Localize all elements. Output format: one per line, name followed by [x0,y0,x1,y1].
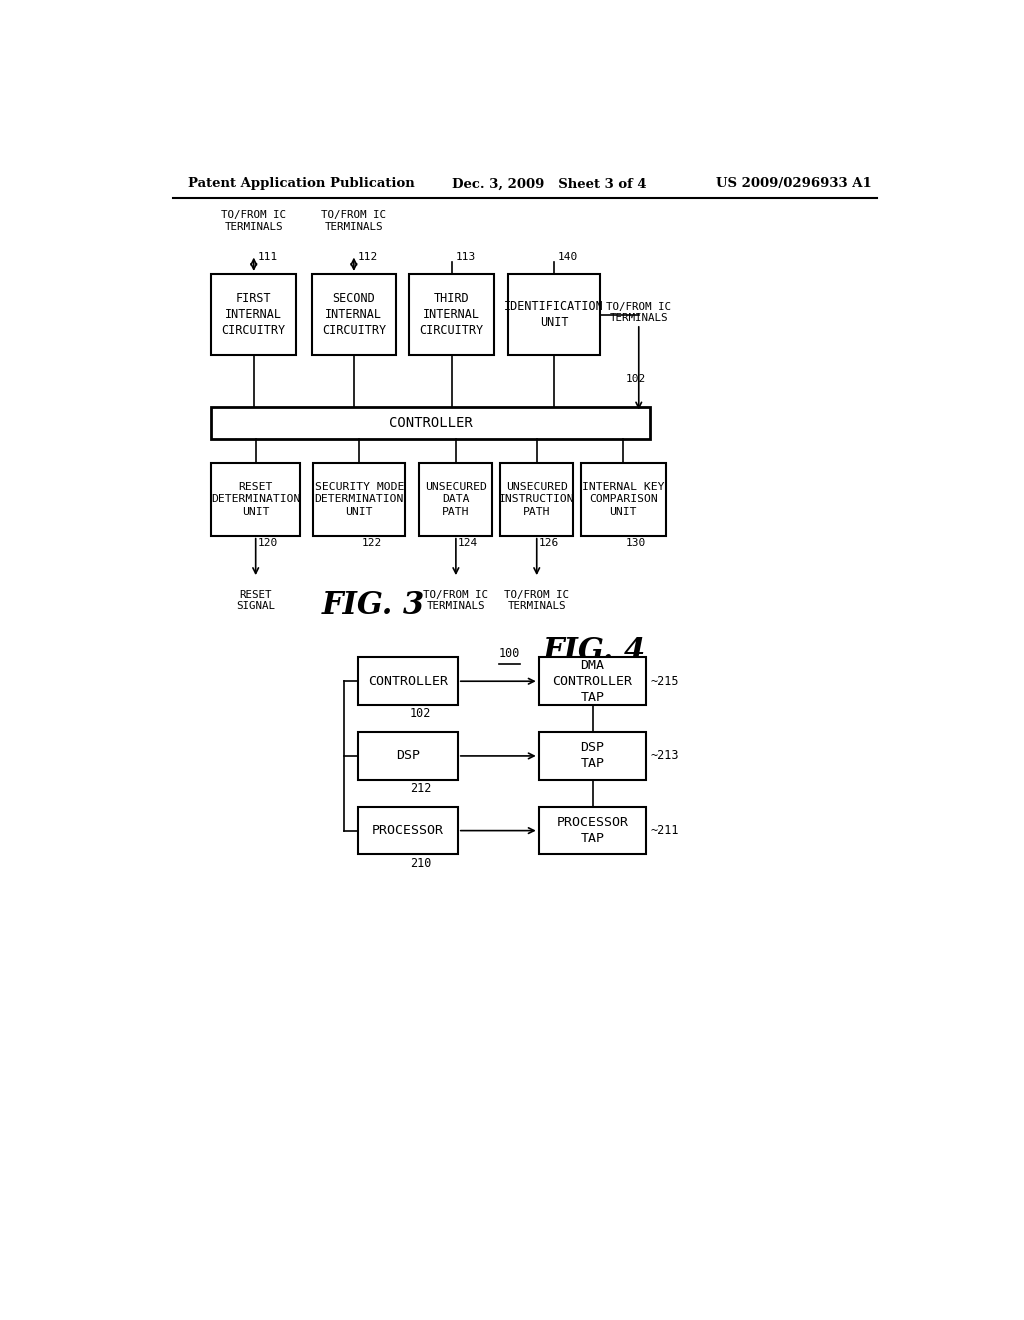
Text: 210: 210 [410,857,431,870]
Text: 100: 100 [499,647,520,660]
Text: SECURITY MODE
DETERMINATION
UNIT: SECURITY MODE DETERMINATION UNIT [314,482,403,516]
Text: RESET
SIGNAL: RESET SIGNAL [237,590,275,611]
Text: THIRD
INTERNAL
CIRCUITRY: THIRD INTERNAL CIRCUITRY [420,292,483,337]
Text: UNSECURED
DATA
PATH: UNSECURED DATA PATH [425,482,486,516]
Text: ~215: ~215 [650,675,679,688]
Bar [539,807,646,854]
Bar [311,275,396,355]
Bar [500,462,573,536]
Text: 112: 112 [357,252,378,263]
Text: UNSECURED
INSTRUCTION
PATH: UNSECURED INSTRUCTION PATH [499,482,574,516]
Text: RESET
DETERMINATION
UNIT: RESET DETERMINATION UNIT [211,482,300,516]
Text: US 2009/0296933 A1: US 2009/0296933 A1 [716,177,871,190]
Text: 113: 113 [456,252,476,263]
Text: SECOND
INTERNAL
CIRCUITRY: SECOND INTERNAL CIRCUITRY [322,292,386,337]
Text: 124: 124 [458,539,478,549]
Bar [410,275,494,355]
Text: FIG. 4: FIG. 4 [543,636,646,668]
Bar [211,275,296,355]
Text: CONTROLLER: CONTROLLER [389,416,473,430]
Text: TO/FROM IC
TERMINALS: TO/FROM IC TERMINALS [423,590,488,611]
Text: 212: 212 [410,783,431,795]
Text: ~213: ~213 [650,750,679,763]
Text: TO/FROM IC
TERMINALS: TO/FROM IC TERMINALS [322,210,386,231]
Bar [357,733,458,780]
Text: INTERNAL KEY
COMPARISON
UNIT: INTERNAL KEY COMPARISON UNIT [582,482,665,516]
Text: 122: 122 [361,539,382,549]
Text: DSP
TAP: DSP TAP [581,742,604,771]
Bar [508,275,600,355]
Bar [357,657,458,705]
Bar [313,462,406,536]
Text: 140: 140 [558,252,579,263]
Text: 126: 126 [539,539,559,549]
Text: FIRST
INTERNAL
CIRCUITRY: FIRST INTERNAL CIRCUITRY [222,292,286,337]
Text: DMA
CONTROLLER
TAP: DMA CONTROLLER TAP [553,659,633,704]
Text: FIG. 3: FIG. 3 [322,590,425,622]
Text: Dec. 3, 2009   Sheet 3 of 4: Dec. 3, 2009 Sheet 3 of 4 [453,177,647,190]
Text: 102: 102 [410,708,431,721]
Bar [581,462,666,536]
Text: TO/FROM IC
TERMINALS: TO/FROM IC TERMINALS [504,590,569,611]
Text: ~211: ~211 [650,824,679,837]
Bar [539,657,646,705]
Bar [539,733,646,780]
Bar [211,462,300,536]
Text: PROCESSOR
TAP: PROCESSOR TAP [557,816,629,845]
Text: PROCESSOR: PROCESSOR [372,824,443,837]
Text: IDENTIFICATION
UNIT: IDENTIFICATION UNIT [504,300,604,329]
Text: 130: 130 [626,539,646,549]
Text: 102: 102 [626,374,646,384]
Text: CONTROLLER: CONTROLLER [368,675,447,688]
Text: 111: 111 [258,252,278,263]
Text: TO/FROM IC
TERMINALS: TO/FROM IC TERMINALS [221,210,287,231]
Bar [419,462,493,536]
Bar [211,407,650,440]
Text: TO/FROM IC
TERMINALS: TO/FROM IC TERMINALS [606,301,672,323]
Text: 120: 120 [258,539,279,549]
Bar [357,807,458,854]
Text: Patent Application Publication: Patent Application Publication [188,177,415,190]
Text: DSP: DSP [395,750,420,763]
